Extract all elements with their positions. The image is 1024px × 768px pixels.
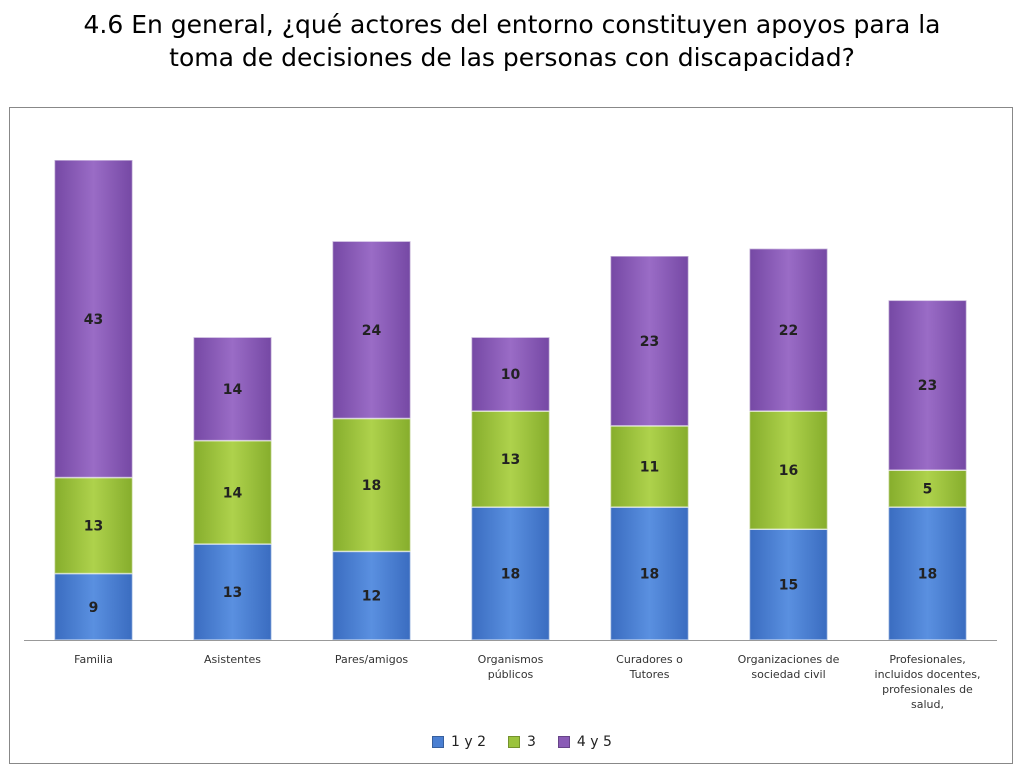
category-label-3: Pares/amigos	[335, 653, 409, 666]
data-label-1-y-2-5: 18	[640, 567, 659, 583]
legend-item-1y2: 1 y 2	[432, 734, 486, 750]
data-label-4-y-5-4: 10	[501, 367, 521, 383]
bar-segment-3-4	[470, 410, 551, 508]
title-line-1: 4.6 En general, ¿qué actores del entorno…	[83, 10, 941, 39]
data-label-3-3: 18	[362, 478, 381, 494]
data-label-4-y-5-1: 43	[84, 312, 103, 328]
bar-segment-1-y-2-2	[192, 543, 273, 641]
data-label-3-2: 14	[223, 485, 243, 501]
legend-label-4y5: 4 y 5	[576, 734, 612, 750]
bar-segment-4-y-5-1	[53, 159, 134, 479]
legend-swatch-4y5	[557, 736, 570, 748]
bar-segment-1-y-2-1	[53, 572, 134, 641]
bar-segment-3-7	[887, 469, 968, 508]
data-label-4-y-5-2: 14	[223, 382, 243, 398]
bar-segment-3-1	[53, 476, 134, 575]
category-label-2: Asistentes	[204, 653, 261, 666]
data-label-3-6: 16	[779, 463, 798, 479]
bar-segment-4-y-5-3	[331, 240, 412, 420]
bar-segment-4-y-5-4	[470, 336, 551, 412]
category-label-6: Organizaciones de sociedad civil	[738, 653, 840, 681]
category-label-1: Familia	[74, 653, 113, 666]
data-label-4-y-5-3: 24	[362, 323, 382, 339]
data-label-1-y-2-2: 13	[223, 585, 242, 601]
legend-item-3: 3	[508, 734, 536, 750]
data-label-1-y-2-3: 12	[362, 589, 381, 605]
legend-label-3: 3	[527, 734, 536, 750]
legend: 1 y 2 3 4 y 5	[432, 733, 612, 751]
bar-segment-4-y-5-6	[748, 247, 829, 412]
bar-segment-1-y-2-5	[609, 506, 690, 641]
data-label-3-5: 11	[640, 459, 659, 475]
bars-group: 9 13 43 13 14 14 12 18 24 18 13 10 18 11 23 15 16 22 18 5 23	[53, 159, 968, 641]
bar-segment-1-y-2-4	[470, 506, 551, 641]
data-label-4-y-5-6: 22	[779, 323, 798, 339]
legend-swatch-1y2	[432, 736, 444, 748]
bar-segment-1-y-2-6	[748, 528, 829, 641]
data-label-1-y-2-6: 15	[779, 578, 798, 594]
bar-segment-1-y-2-7	[887, 506, 968, 641]
title-line-2: toma de decisiones de las personas con d…	[169, 43, 855, 72]
bar-segment-1-y-2-3	[331, 550, 412, 641]
bar-segment-3-2	[192, 439, 273, 545]
legend-item-4y5: 4 y 5	[557, 734, 612, 750]
data-label-3-7: 5	[923, 482, 933, 498]
legend-swatch-3	[508, 736, 520, 748]
slide-title: 4.6 En general, ¿qué actores del entorno…	[0, 8, 1024, 74]
data-label-3-1: 13	[84, 519, 103, 535]
data-label-1-y-2-7: 18	[918, 567, 937, 583]
bar-segment-4-y-5-2	[192, 336, 273, 442]
data-label-4-y-5-7: 23	[918, 378, 937, 394]
bar-segment-4-y-5-5	[609, 255, 690, 427]
category-label-4: Organismos públicos	[478, 653, 544, 681]
category-label-7: Profesionales, incluidos docentes, profesi…	[875, 653, 981, 711]
data-label-3-4: 13	[501, 452, 520, 468]
category-label-5: Curadores o Tutores	[616, 653, 683, 681]
legend-label-1y2: 1 y 2	[451, 734, 486, 750]
category-labels: Familia Asistentes Pares/amigos Organismos p…	[74, 653, 980, 711]
data-label-1-y-2-4: 18	[501, 567, 520, 583]
bar-segment-3-5	[609, 425, 690, 508]
data-label-4-y-5-5: 23	[640, 334, 659, 350]
data-label-1-y-2-1: 9	[89, 600, 99, 616]
bar-segment-3-3	[331, 417, 412, 553]
bar-segment-4-y-5-7	[887, 299, 968, 471]
